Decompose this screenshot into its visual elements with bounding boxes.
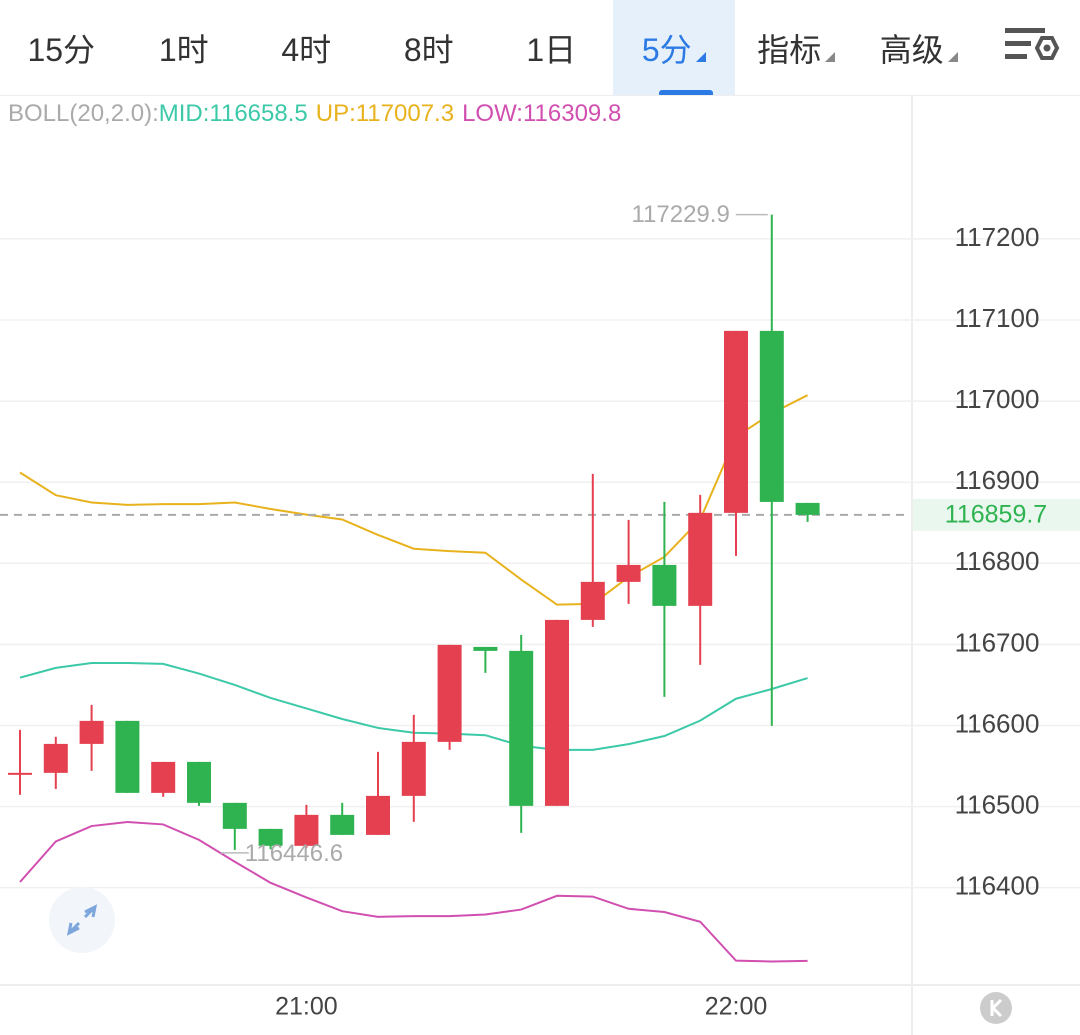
candle-body xyxy=(258,828,283,846)
dropdown-arrow xyxy=(947,51,958,62)
tab-label: 15分 xyxy=(27,31,96,68)
candle-body xyxy=(473,646,498,651)
indicator-line xyxy=(19,820,808,963)
y-tick-label: 116600 xyxy=(955,708,1040,738)
candle-body xyxy=(795,502,820,515)
max-label: 117229.9 xyxy=(631,201,729,228)
candle-body xyxy=(688,512,713,606)
y-tick-label: 116400 xyxy=(955,871,1040,901)
tab[interactable]: 8时 xyxy=(368,0,491,95)
candle-body xyxy=(616,564,641,582)
y-tick-label: 116800 xyxy=(955,546,1040,576)
last-price-label: 116859.7 xyxy=(945,500,1047,528)
candle-body xyxy=(330,814,355,835)
tab-label: 指标 xyxy=(757,31,822,68)
tab-label: 1日 xyxy=(526,31,577,68)
tab-label: 8时 xyxy=(403,31,454,68)
candle-body xyxy=(115,720,140,793)
y-tick-label: 116900 xyxy=(955,465,1040,495)
x-tick-label: 22:00 xyxy=(705,993,768,1021)
y-tick-label: 117000 xyxy=(955,384,1040,414)
tab[interactable]: 15分 xyxy=(0,0,123,95)
toolbar: 15分 1时 4时 8时 1日 5分 指标 高级 xyxy=(0,0,1080,96)
candle-body xyxy=(545,619,569,806)
min-label: 116446.6 xyxy=(245,840,343,867)
candle-body xyxy=(437,644,462,742)
tab-label: 1时 xyxy=(158,31,209,68)
k-button[interactable] xyxy=(976,988,1016,1028)
tab[interactable]: 指标 xyxy=(735,0,858,95)
candle-body xyxy=(294,814,319,846)
candle-body xyxy=(187,761,211,803)
tab-label: 4时 xyxy=(281,31,332,68)
indicator-line xyxy=(19,662,808,751)
y-tick-label: 117200 xyxy=(955,222,1040,252)
legend-item: UP:117007.3 xyxy=(316,100,454,127)
candle-body xyxy=(366,795,390,835)
candle-body xyxy=(8,772,32,775)
candle-body xyxy=(222,802,247,829)
expand-button[interactable] xyxy=(47,885,117,955)
tab-label: 高级 xyxy=(879,31,944,68)
dropdown-arrow xyxy=(825,51,836,62)
tab[interactable]: 1日 xyxy=(490,0,613,95)
settings-icon[interactable] xyxy=(1000,22,1070,72)
candle-body xyxy=(151,761,176,793)
candle-body xyxy=(759,330,784,502)
tab[interactable]: 4时 xyxy=(245,0,368,95)
dropdown-arrow xyxy=(695,51,706,62)
indicator-line xyxy=(19,394,809,606)
tab[interactable]: 高级 xyxy=(858,0,981,95)
candle-body xyxy=(724,330,748,513)
candle-body xyxy=(580,581,605,620)
legend-item: LOW:116309.8 xyxy=(462,100,621,127)
y-tick-label: 116700 xyxy=(955,627,1040,657)
y-tick-label: 116500 xyxy=(955,789,1040,819)
y-tick-label: 117100 xyxy=(955,303,1040,333)
candle-body xyxy=(652,564,677,606)
candle-body xyxy=(509,650,534,806)
last-price-box xyxy=(913,498,1080,531)
tab[interactable]: 5分 xyxy=(612,0,735,95)
candle-body xyxy=(401,741,426,796)
candle-body xyxy=(79,720,104,744)
indicator-legend: BOLL(20,2.0):MID:116658.5 UP:117007.3 LOW:… xyxy=(8,100,621,127)
legend-item: MID:116658.5 xyxy=(159,100,308,127)
tab[interactable]: 1时 xyxy=(123,0,246,95)
candle-body xyxy=(43,743,68,773)
indicator-title: BOLL(20,2.0): xyxy=(8,100,159,127)
tab-label: 5分 xyxy=(641,31,692,68)
x-tick-label: 21:00 xyxy=(275,993,338,1021)
